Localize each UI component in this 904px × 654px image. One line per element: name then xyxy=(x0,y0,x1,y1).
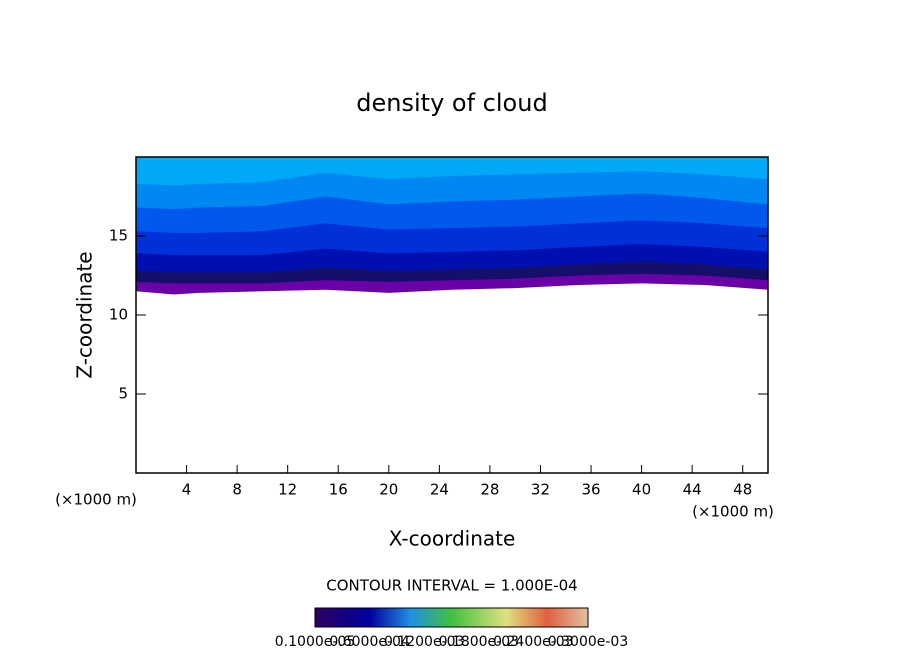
x-tick-label: 48 xyxy=(733,481,752,499)
x-tick-label: 28 xyxy=(480,481,499,499)
y-axis-label: Z-coordinate xyxy=(73,251,97,378)
colorbar-label: 0.6000e-04 xyxy=(329,634,410,650)
x-tick-label: 8 xyxy=(232,481,242,499)
contour-interval: CONTOUR INTERVAL = 1.000E-04 xyxy=(326,577,577,595)
x-unit-right: (×1000 m) xyxy=(692,503,774,521)
x-tick-label: 24 xyxy=(430,481,449,499)
y-tick-label: 5 xyxy=(118,385,128,403)
x-tick-label: 40 xyxy=(632,481,651,499)
x-axis-label: X-coordinate xyxy=(389,527,516,551)
colorbar xyxy=(314,607,589,628)
x-tick-label: 32 xyxy=(531,481,550,499)
colorbar-label: 0.2400e-03 xyxy=(493,634,573,650)
colorbar-label: 0.1800e-03 xyxy=(439,634,519,650)
y-tick-label: 10 xyxy=(109,306,128,324)
colorbar-label: 0.1000e-05 xyxy=(275,634,355,650)
y-tick-label: 15 xyxy=(109,227,128,245)
x-tick-label: 44 xyxy=(683,481,702,499)
x-unit-left: (×1000 m) xyxy=(55,491,137,509)
x-tick-label: 4 xyxy=(182,481,192,499)
x-tick-label: 16 xyxy=(329,481,348,499)
x-tick-label: 12 xyxy=(278,481,297,499)
colorbar-label: 0.3000e-03 xyxy=(548,634,628,650)
x-tick-label: 36 xyxy=(581,481,600,499)
x-tick-label: 20 xyxy=(379,481,398,499)
colorbar-label: 0.1200e-03 xyxy=(384,634,464,650)
contour-band xyxy=(136,157,768,186)
plot-area xyxy=(136,157,768,295)
chart-title: density of cloud xyxy=(356,89,547,117)
